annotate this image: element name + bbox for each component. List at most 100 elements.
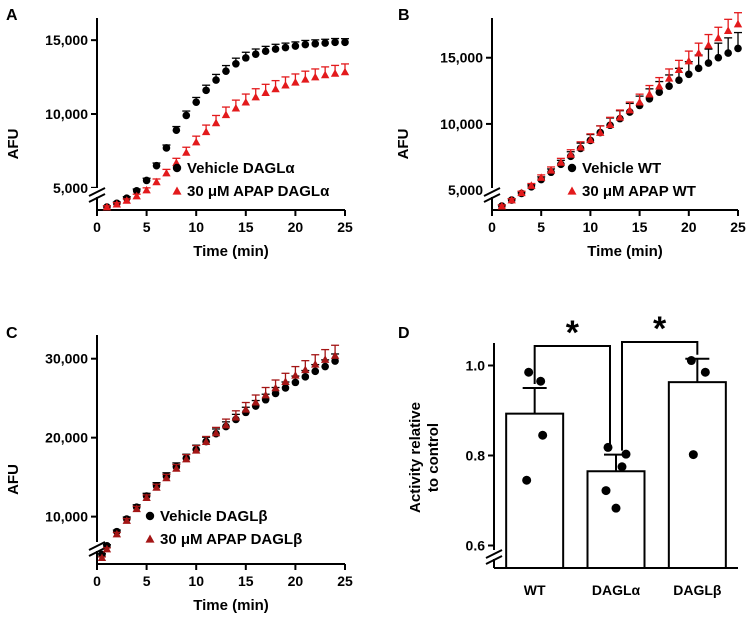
data-point: [688, 450, 698, 460]
panel-letter: D: [398, 325, 410, 342]
data-point: [311, 72, 320, 81]
data-point: [172, 126, 181, 135]
data-point: [538, 430, 548, 440]
data-point: [645, 89, 654, 98]
data-point: [201, 127, 211, 136]
x-tick-label: 20: [681, 219, 697, 235]
data-point: [330, 351, 340, 359]
series-apap: [497, 12, 743, 210]
series-apap: [97, 344, 340, 562]
data-point: [102, 202, 112, 211]
legend-label: 30 μM APAP DAGLβ: [160, 531, 302, 548]
data-point: [142, 176, 151, 185]
data-point: [700, 367, 710, 377]
data-point: [162, 144, 171, 152]
y-tick-label: 15,000: [440, 50, 483, 66]
data-point: [142, 185, 151, 194]
data-point: [596, 128, 605, 136]
y-tick-label: 0.8: [466, 448, 486, 464]
data-point: [291, 78, 300, 86]
panel-b: B 0 5 10 15 20 25 5,000 10,000 15,000 Time (min) AF…: [395, 7, 746, 260]
x-axis-title: Time (min): [193, 243, 269, 260]
data-point: [251, 397, 260, 406]
legend-marker: [567, 163, 577, 173]
data-point: [271, 84, 280, 93]
data-point: [694, 48, 703, 57]
legend-marker: [172, 163, 182, 173]
data-point: [522, 475, 532, 485]
data-point: [222, 67, 230, 75]
x-tick-label: 20: [288, 219, 304, 235]
data-point: [212, 76, 220, 84]
x-tick-label: 20: [288, 573, 304, 589]
data-point: [221, 420, 231, 429]
y-axis-title: Activity relativeto control: [407, 402, 442, 513]
data-point: [675, 76, 683, 85]
bar-0: [505, 412, 565, 569]
data-point: [704, 59, 713, 67]
legend-label: Vehicle DAGLα: [187, 160, 295, 177]
data-point: [152, 177, 161, 186]
data-point: [714, 33, 723, 42]
data-point: [655, 81, 664, 90]
data-point: [182, 111, 191, 120]
x-tick-label: 10: [188, 573, 204, 589]
axis-break-mark: [485, 555, 503, 565]
data-point: [524, 367, 534, 377]
data-point: [112, 199, 122, 208]
data-point: [162, 168, 171, 177]
data-point: [261, 88, 270, 96]
data-point: [291, 378, 300, 387]
data-point: [686, 356, 696, 366]
data-point: [112, 529, 122, 538]
data-point: [182, 454, 191, 463]
data-point: [311, 367, 320, 376]
panel-letter: A: [6, 7, 18, 24]
data-point: [281, 384, 290, 392]
legend-marker: [145, 511, 155, 521]
legend-marker: [172, 186, 182, 195]
x-tick-label: 25: [337, 219, 353, 235]
panel-letter: C: [6, 325, 18, 342]
y-tick-label: 10,000: [45, 509, 88, 525]
data-point: [241, 405, 250, 413]
legend-label: 30 μM APAP DAGLα: [187, 183, 330, 200]
bar-1: [586, 470, 646, 569]
y-axis-title: AFU: [5, 129, 22, 160]
data-point: [734, 44, 742, 53]
data-point: [261, 390, 270, 399]
axis-break-mark: [88, 547, 106, 557]
y-axis-title-line: Activity relative: [407, 402, 424, 513]
data-point: [201, 437, 211, 445]
data-point: [301, 40, 310, 49]
series-apap: [102, 63, 350, 211]
y-tick-label: 20,000: [45, 430, 88, 446]
legend-marker: [567, 186, 577, 195]
x-tick-label: 25: [730, 219, 746, 235]
data-point: [664, 74, 674, 82]
significance-bracket: [533, 345, 611, 451]
data-point: [271, 383, 280, 392]
legend-label: Vehicle WT: [582, 160, 661, 177]
data-point: [635, 97, 644, 106]
data-point: [331, 38, 339, 47]
data-point: [271, 389, 280, 398]
data-point: [601, 486, 611, 496]
data-point: [536, 376, 546, 386]
data-point: [202, 86, 210, 95]
data-point: [291, 371, 300, 379]
data-point: [251, 50, 260, 58]
data-point: [330, 69, 340, 77]
x-tick-label: 15: [238, 219, 254, 235]
y-tick-label: 10,000: [45, 106, 88, 122]
data-point: [655, 88, 664, 96]
data-point: [132, 504, 141, 513]
data-point: [605, 120, 615, 128]
data-point: [251, 92, 260, 101]
data-point: [242, 54, 250, 62]
data-point: [684, 56, 693, 65]
data-point: [576, 142, 585, 151]
data-point: [311, 360, 320, 368]
series-vehicle: [102, 37, 349, 211]
data-point: [340, 67, 350, 76]
